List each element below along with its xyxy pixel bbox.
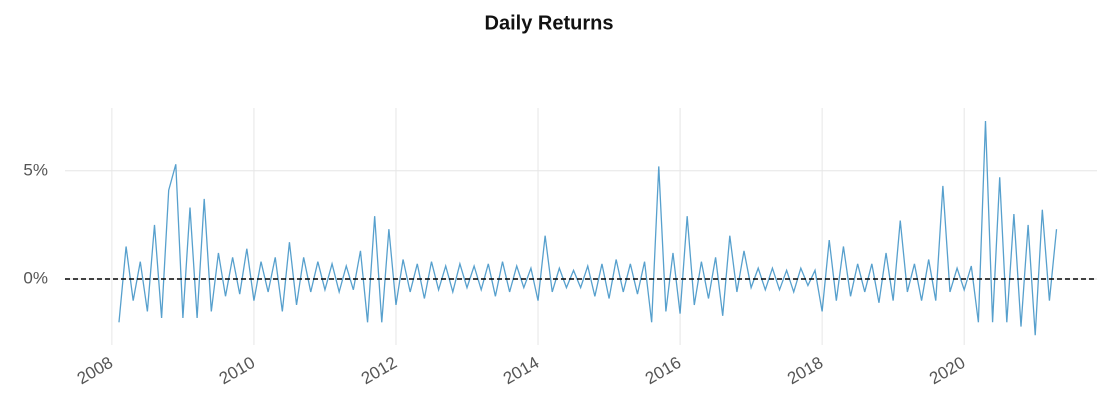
x-tick-label: 2014 [500,353,542,388]
x-tick-label: 2018 [784,353,826,388]
x-tick-label: 2016 [642,353,684,388]
x-tick-label: 2020 [926,353,968,388]
chart-title: Daily Returns [485,12,614,34]
x-tick-label: 2010 [216,353,258,388]
x-tick-label: 2008 [74,353,116,388]
y-tick-label: 5% [23,160,48,179]
y-tick-label: 0% [23,268,48,287]
x-tick-label: 2012 [358,353,400,388]
returns-line [118,120,1058,336]
